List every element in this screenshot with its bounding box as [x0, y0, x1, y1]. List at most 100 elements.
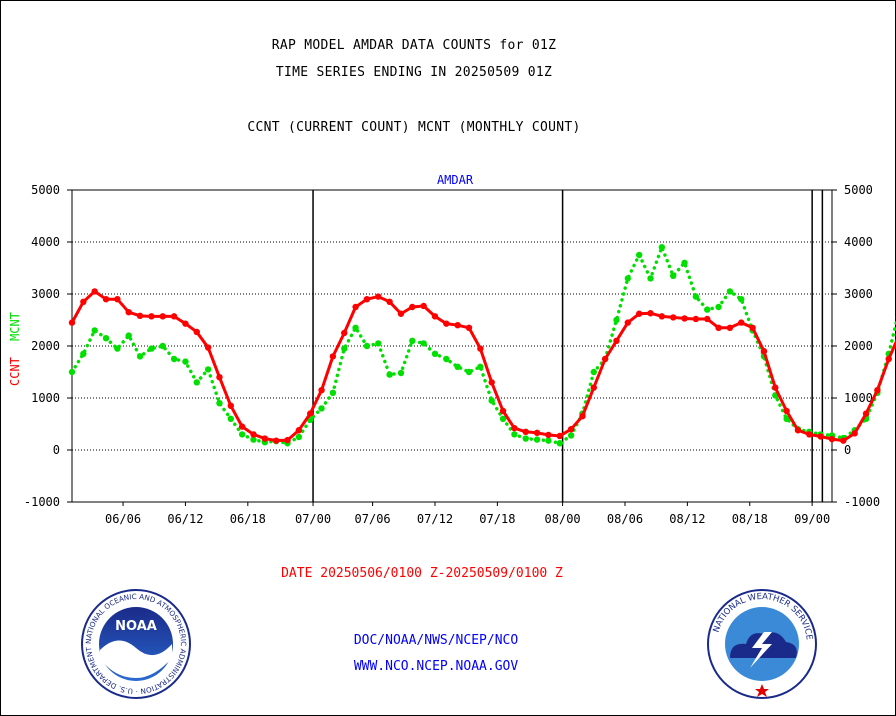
data-point-mcnt: [522, 435, 529, 442]
data-point-mcnt: [613, 316, 620, 324]
data-point-mcnt: [352, 324, 359, 331]
data-point-mcnt: [68, 368, 76, 376]
data-point-mcnt: [488, 397, 495, 404]
data-point-mcnt: [545, 437, 552, 444]
y-tick-label-left: 4000: [31, 235, 60, 249]
data-point-mcnt: [295, 433, 303, 441]
data-point-mcnt: [375, 340, 382, 347]
data-point-mcnt: [567, 432, 575, 439]
data-point-mcnt: [170, 355, 178, 363]
x-tick-label: 08/18: [732, 512, 768, 526]
chart-area: -1000 -1000 0 0 1000 1000 2000 2000 3000 3000 4000…: [8, 173, 896, 526]
plot-frame: [71, 189, 833, 503]
data-point-ccnt: [216, 374, 223, 381]
data-point-ccnt: [772, 384, 779, 391]
plot-title: AMDAR: [437, 173, 474, 187]
org-caption: DOC/NOAA/NWS/NCEP/NCO: [353, 633, 519, 648]
data-point-ccnt: [386, 298, 393, 305]
series-line-mcnt: [70, 245, 896, 445]
data-point-ccnt: [851, 430, 858, 437]
data-point-ccnt: [238, 423, 246, 430]
data-point-ccnt: [681, 315, 688, 322]
data-point-ccnt: [704, 315, 711, 323]
data-point-mcnt: [681, 259, 688, 266]
y-tick-label-right: 5000: [844, 183, 873, 197]
data-point-mcnt: [692, 293, 700, 300]
data-point-ccnt: [136, 312, 144, 320]
data-point-ccnt: [533, 429, 541, 437]
data-point-mcnt: [216, 400, 223, 407]
data-point-ccnt: [170, 313, 178, 320]
data-point-ccnt: [760, 348, 768, 355]
data-point-ccnt: [295, 427, 303, 434]
data-point-mcnt: [136, 353, 144, 360]
data-point-mcnt: [238, 431, 246, 438]
data-point-ccnt: [182, 320, 189, 327]
x-tick-label: 06/12: [167, 512, 203, 526]
x-tick-label: 06/18: [230, 512, 266, 526]
data-point-ccnt: [409, 303, 416, 311]
data-point-mcnt: [409, 337, 416, 344]
data-point-mcnt: [704, 306, 711, 313]
data-point-ccnt: [91, 288, 98, 295]
data-point-ccnt: [375, 293, 382, 300]
data-point-mcnt: [726, 288, 734, 295]
data-point-ccnt: [715, 324, 722, 331]
data-point-ccnt: [148, 313, 155, 320]
data-point-ccnt: [601, 355, 609, 363]
y-tick-label-right: -1000: [844, 495, 880, 509]
data-point-ccnt: [794, 427, 802, 434]
data-point-ccnt: [738, 319, 745, 326]
data-point-mcnt: [341, 345, 348, 352]
data-point-mcnt: [102, 335, 110, 342]
data-point-mcnt: [624, 275, 632, 282]
x-tick-label: 06/06: [105, 512, 141, 526]
data-point-ccnt: [499, 407, 507, 415]
data-point-ccnt: [341, 329, 348, 337]
y-tick-label-right: 2000: [844, 339, 873, 353]
date-range-caption: DATE 20250506/0100 Z-20250509/0100 Z: [281, 566, 563, 581]
data-point-mcnt: [533, 436, 541, 443]
data-point-mcnt: [80, 350, 87, 357]
data-point-mcnt: [159, 342, 166, 350]
data-point-ccnt: [431, 313, 439, 320]
data-point-ccnt: [522, 428, 529, 435]
data-point-mcnt: [227, 415, 235, 422]
chart-title-line1: RAP MODEL AMDAR DATA COUNTS for 01Z: [271, 38, 557, 53]
data-point-ccnt: [840, 437, 847, 444]
y-tick-label-right: 0: [844, 443, 851, 457]
data-point-ccnt: [874, 387, 881, 394]
data-point-mcnt: [318, 405, 325, 412]
data-point-ccnt: [193, 328, 200, 336]
data-point-ccnt: [624, 319, 632, 326]
data-point-ccnt: [363, 296, 371, 303]
data-point-ccnt: [465, 324, 473, 331]
data-point-mcnt: [250, 436, 257, 443]
data-point-mcnt: [454, 363, 461, 370]
data-point-ccnt: [454, 322, 461, 329]
data-point-ccnt: [613, 337, 620, 344]
noaa-wordmark: NOAA: [115, 619, 157, 634]
data-point-ccnt: [511, 424, 518, 432]
x-tick-label: 07/00: [295, 512, 331, 526]
data-point-mcnt: [556, 440, 563, 447]
data-point-ccnt: [567, 426, 575, 433]
data-point-ccnt: [590, 384, 597, 391]
data-point-ccnt: [250, 431, 257, 438]
data-point-ccnt: [477, 345, 484, 352]
data-point-ccnt: [545, 431, 552, 439]
x-tick-label: 07/18: [479, 512, 515, 526]
y-tick-label-right: 3000: [844, 287, 873, 301]
y-tick-label-left: 2000: [31, 339, 60, 353]
y-tick-label-left: 3000: [31, 287, 60, 301]
data-point-ccnt: [579, 413, 586, 420]
data-point-ccnt: [783, 407, 790, 415]
y-tick-label-right: 1000: [844, 391, 873, 405]
data-point-ccnt: [307, 410, 314, 417]
data-point-mcnt: [386, 371, 393, 378]
noaa-logo: NATIONAL OCEANIC AND ATMOSPHERIC ADMINIS…: [80, 588, 191, 699]
data-point-ccnt: [488, 379, 495, 386]
data-point-ccnt: [658, 313, 666, 320]
y-tick-label-left: 1000: [31, 391, 60, 405]
data-point-mcnt: [193, 379, 200, 386]
